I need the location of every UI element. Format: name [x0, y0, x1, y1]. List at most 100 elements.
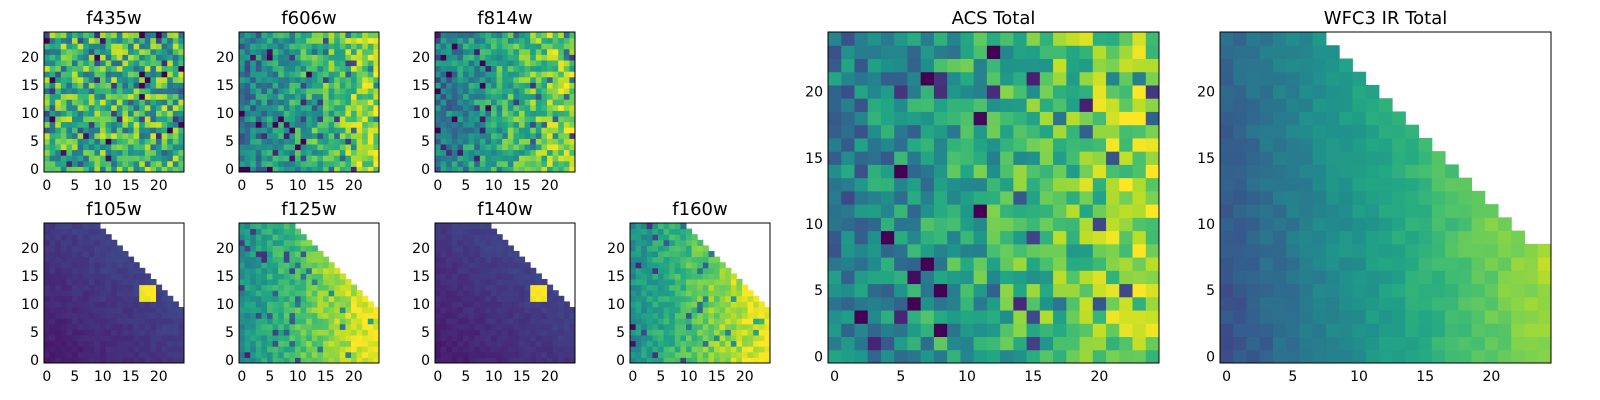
heatmap-cell	[295, 149, 302, 156]
heatmap-cell	[841, 164, 855, 179]
heatmap-cell	[491, 166, 498, 173]
heatmap-cell	[947, 310, 961, 324]
heatmap-cell	[519, 132, 526, 139]
heatmap-cell	[351, 312, 358, 319]
heatmap-cell	[1392, 190, 1406, 205]
heatmap-cell	[144, 335, 151, 342]
heatmap-cell	[339, 149, 346, 156]
heatmap-cell	[496, 116, 503, 123]
heatmap-cell	[513, 307, 520, 314]
heatmap-cell	[1132, 270, 1147, 285]
heatmap-cell	[920, 151, 935, 165]
heatmap-cell	[278, 155, 285, 162]
heatmap-cell	[1000, 243, 1014, 258]
heatmap-cell	[1092, 217, 1107, 232]
heatmap-cell	[356, 104, 363, 111]
heatmap-cell	[658, 346, 665, 353]
heatmap-cell	[44, 307, 51, 314]
heatmap-cell	[920, 323, 935, 338]
heatmap-cell	[630, 340, 637, 347]
heatmap-cell	[77, 295, 84, 302]
heatmap-cell	[479, 60, 486, 67]
heatmap-cell	[635, 267, 642, 274]
heatmap-cell	[255, 346, 262, 353]
heatmap-cell	[535, 346, 542, 353]
heatmap-cell	[178, 32, 185, 39]
heatmap-cell	[111, 273, 118, 280]
heatmap-cell	[960, 151, 975, 165]
heatmap-cell	[457, 93, 464, 100]
heatmap-cell	[317, 357, 324, 364]
heatmap-cell	[351, 144, 358, 151]
heatmap-cell	[72, 256, 79, 263]
heatmap-cell	[764, 318, 771, 325]
heatmap-cell	[502, 295, 509, 302]
heatmap-cell	[435, 127, 442, 134]
heatmap-cell	[311, 88, 318, 95]
heatmap-cell	[1053, 349, 1067, 364]
heatmap-cell	[261, 110, 268, 117]
heatmap-cell	[1431, 164, 1446, 179]
heatmap-cell	[306, 318, 313, 325]
heatmap-cell	[530, 307, 537, 314]
heatmap-cell	[435, 43, 442, 50]
heatmap-cell	[669, 239, 676, 246]
heatmap-cell	[306, 273, 313, 280]
heatmap-cell	[250, 99, 257, 106]
heatmap-cell	[630, 335, 637, 342]
heatmap-cell	[351, 65, 358, 72]
heatmap-cell	[328, 346, 335, 353]
heatmap-cell	[463, 93, 470, 100]
heatmap-cell	[283, 284, 290, 291]
heatmap-cell	[144, 279, 151, 286]
heatmap-cell	[507, 99, 514, 106]
heatmap-cell	[933, 32, 948, 46]
heatmap-cell	[250, 32, 257, 39]
heatmap-cell	[463, 251, 470, 258]
heatmap-cell	[1000, 323, 1014, 338]
heatmap-cell	[44, 245, 51, 252]
heatmap-cell	[451, 99, 458, 106]
heatmap-cell	[128, 295, 135, 302]
heatmap-cell	[986, 71, 1001, 86]
heatmap-cell	[77, 301, 84, 308]
heatmap-cell	[289, 37, 296, 44]
heatmap-cell	[1220, 177, 1234, 192]
heatmap-cell	[1272, 296, 1287, 311]
heatmap-cell	[144, 340, 151, 347]
heatmap-cell	[128, 346, 135, 353]
heatmap-cell	[111, 329, 118, 336]
heatmap-cell	[1145, 190, 1160, 205]
heatmap-cell	[457, 295, 464, 302]
heatmap-cell	[306, 65, 313, 72]
heatmap-cell	[1352, 296, 1367, 311]
heatmap-cell	[507, 295, 514, 302]
heatmap-cell	[725, 301, 732, 308]
heatmap-cell	[854, 164, 869, 179]
heatmap-cell	[552, 166, 559, 173]
heatmap-cell	[1092, 151, 1107, 165]
heatmap-cell	[105, 234, 112, 241]
heatmap-cell	[496, 346, 503, 353]
heatmap-cell	[49, 267, 56, 274]
heatmap-cell	[635, 295, 642, 302]
heatmap-cell	[133, 32, 140, 39]
heatmap-cell	[535, 323, 542, 330]
heatmap-cell	[172, 76, 179, 83]
heatmap-cell	[66, 43, 73, 50]
heatmap-cell	[513, 284, 520, 291]
heatmap-cell	[289, 60, 296, 67]
heatmap-cell	[239, 132, 246, 139]
heatmap-cell	[105, 82, 112, 89]
heatmap-cell	[289, 335, 296, 342]
heatmap-cell	[351, 43, 358, 50]
heatmap-cell	[60, 295, 67, 302]
heatmap-cell	[507, 82, 514, 89]
heatmap-cell	[491, 262, 498, 269]
heatmap-cell	[569, 121, 576, 128]
heatmap-cell	[502, 32, 509, 39]
heatmap-cell	[300, 262, 307, 269]
heatmap-cell	[513, 99, 520, 106]
heatmap-cell	[244, 60, 251, 67]
heatmap-cell	[867, 98, 882, 112]
